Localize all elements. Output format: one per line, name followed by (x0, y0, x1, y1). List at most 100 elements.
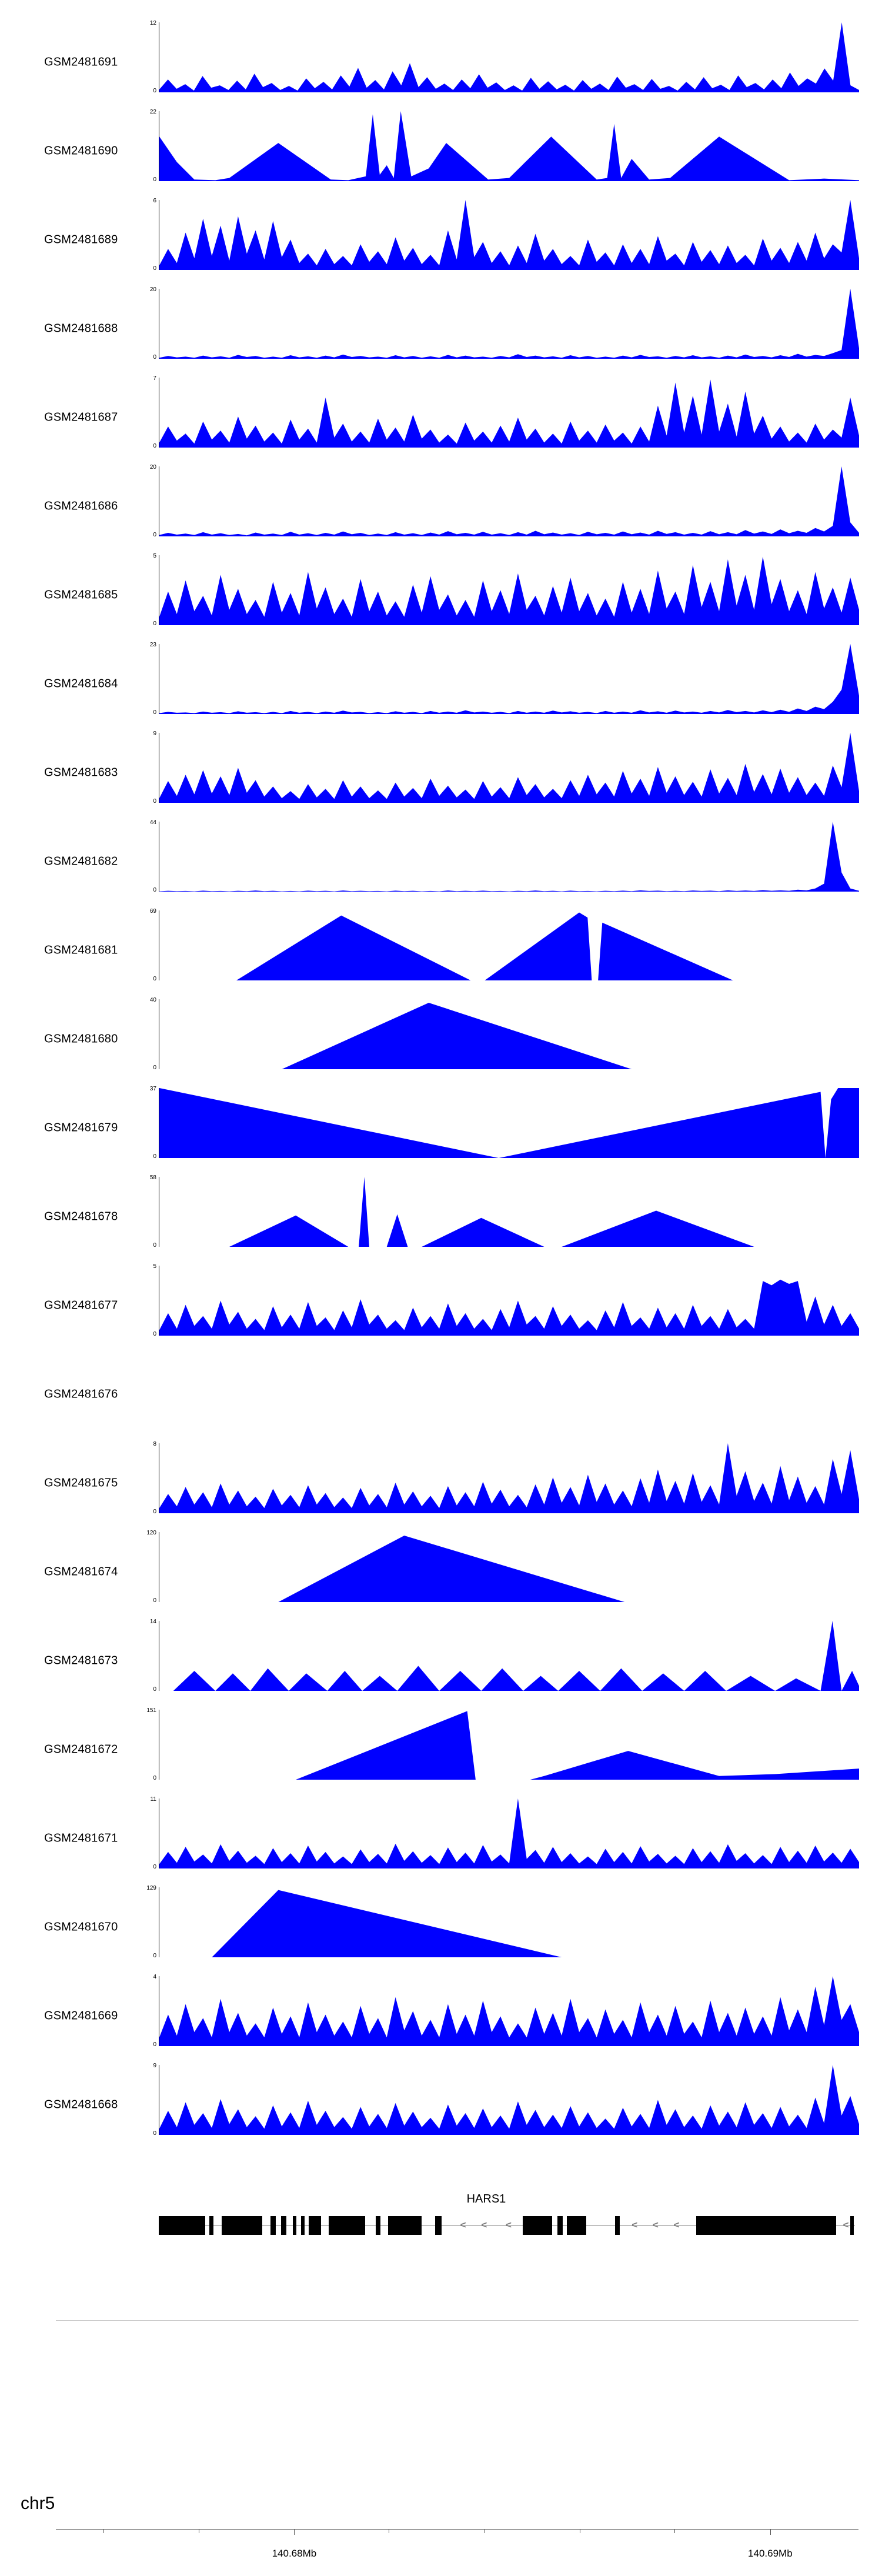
y-axis-max-label: 11 (150, 1796, 156, 1803)
exon-box (308, 2216, 322, 2235)
track-label: GSM2481672 (44, 1743, 118, 1756)
coverage-area-svg (159, 2065, 859, 2135)
coverage-area-svg (159, 466, 859, 536)
coverage-plot: 11 0 (151, 1797, 859, 1870)
track-row: GSM2481677 5 0 (0, 1261, 882, 1350)
exon-box (566, 2216, 587, 2235)
track-label: GSM2481688 (44, 322, 118, 335)
y-axis-max-label: 20 (149, 286, 156, 293)
track-row: GSM2481671 11 0 (0, 1794, 882, 1883)
track-row: GSM2481690 22 0 (0, 106, 882, 195)
coverage-area-svg (159, 1088, 859, 1158)
track-row: GSM2481682 44 0 (0, 817, 882, 906)
y-axis-zero-label: 0 (153, 1331, 156, 1337)
track-label: GSM2481673 (44, 1654, 118, 1667)
y-axis-zero-label: 0 (153, 1065, 156, 1071)
track-row: GSM2481681 69 0 (0, 906, 882, 995)
track-row: GSM2481678 58 0 (0, 1172, 882, 1261)
track-label: GSM2481683 (44, 766, 118, 779)
y-axis-max-label: 120 (146, 1530, 156, 1536)
coverage-plot: 20 0 (150, 465, 859, 538)
coverage-plot: 69 0 (150, 909, 859, 982)
chromosome-label: chr5 (21, 2494, 55, 2513)
track-row: GSM2481670 129 0 (0, 1883, 882, 1971)
separator-line (56, 2320, 858, 2321)
axis-tick-label: 140.69Mb (748, 2548, 793, 2559)
track-label: GSM2481681 (44, 943, 118, 956)
coverage-plot: 12 0 (150, 21, 859, 94)
track-row: GSM2481691 12 0 (0, 18, 882, 106)
coverage-area-svg (159, 644, 859, 714)
coverage-area-svg (159, 1621, 859, 1691)
axis-tick (674, 2529, 676, 2533)
track-label: GSM2481689 (44, 233, 118, 246)
exon-box (850, 2216, 854, 2235)
exon-box (209, 2216, 213, 2235)
axis-tick-label: 140.68Mb (272, 2548, 317, 2559)
gene-model: < < < < < < < (159, 2216, 858, 2235)
track-row: GSM2481673 14 0 (0, 1616, 882, 1705)
exon-box (557, 2216, 563, 2235)
track-row: GSM2481680 40 0 (0, 995, 882, 1083)
track-label: GSM2481690 (44, 144, 118, 157)
y-axis-zero-label: 0 (153, 887, 156, 893)
y-axis-max-label: 37 (149, 1086, 156, 1092)
track-label: GSM2481686 (44, 499, 118, 512)
track-row: GSM2481672 151 0 (0, 1705, 882, 1794)
y-axis-max-label: 129 (146, 1885, 156, 1891)
y-axis-zero-label: 0 (153, 620, 156, 627)
coverage-plot: 23 0 (150, 642, 859, 716)
exon-box (375, 2216, 381, 2235)
track-row: GSM2481689 6 0 (0, 195, 882, 284)
exon-box (222, 2216, 263, 2235)
track-label: GSM2481679 (44, 1121, 118, 1134)
coverage-area-svg (159, 1890, 859, 1957)
coverage-area-svg (159, 22, 859, 92)
exon-box (435, 2216, 442, 2235)
y-axis-max-label: 5 (153, 553, 156, 559)
coverage-area-svg (159, 733, 859, 803)
y-axis-max-label: 44 (149, 819, 156, 826)
track-label: GSM2481691 (44, 55, 118, 68)
y-axis-max-label: 6 (153, 198, 156, 204)
strand-arrow-icon: < (460, 2219, 466, 2231)
y-axis-zero-label: 0 (153, 2130, 156, 2137)
track-row: GSM2481688 20 0 (0, 284, 882, 373)
strand-arrow-icon: < (481, 2219, 487, 2231)
y-axis-max-label: 9 (153, 730, 156, 737)
coverage-tracks: GSM2481691 12 0 GSM2481690 22 0 GSM2481689 6 0 GS… (0, 18, 882, 2149)
exon-box (281, 2216, 286, 2235)
track-row: GSM2481684 23 0 (0, 639, 882, 728)
exon-box (270, 2216, 276, 2235)
coverage-plot: 37 0 (150, 1086, 859, 1160)
track-label: GSM2481668 (44, 2098, 118, 2111)
coverage-plot: 14 0 (150, 1619, 859, 1693)
track-label: GSM2481684 (44, 677, 118, 690)
exon-box (522, 2216, 552, 2235)
coverage-plot: 151 0 (146, 1708, 859, 1781)
coverage-area-svg (159, 1535, 859, 1602)
y-axis-max-label: 12 (149, 20, 156, 26)
y-axis-max-label: 20 (149, 464, 156, 471)
y-axis-zero-label: 0 (153, 976, 156, 982)
track-row: GSM2481686 20 0 (0, 462, 882, 550)
coverage-plot: 22 0 (150, 109, 859, 183)
track-row: GSM2481669 4 0 (0, 1971, 882, 2060)
y-axis-zero-label: 0 (153, 1775, 156, 1781)
exon-box (614, 2216, 620, 2235)
coverage-plot (159, 1354, 858, 1424)
y-axis-zero-label: 0 (153, 709, 156, 716)
coverage-area-svg (159, 111, 859, 181)
track-label: GSM2481685 (44, 588, 118, 601)
y-axis-zero-label: 0 (153, 1153, 156, 1160)
coverage-area-svg (159, 1443, 859, 1513)
track-label: GSM2481687 (44, 411, 118, 423)
coverage-plot: 20 0 (150, 287, 859, 361)
